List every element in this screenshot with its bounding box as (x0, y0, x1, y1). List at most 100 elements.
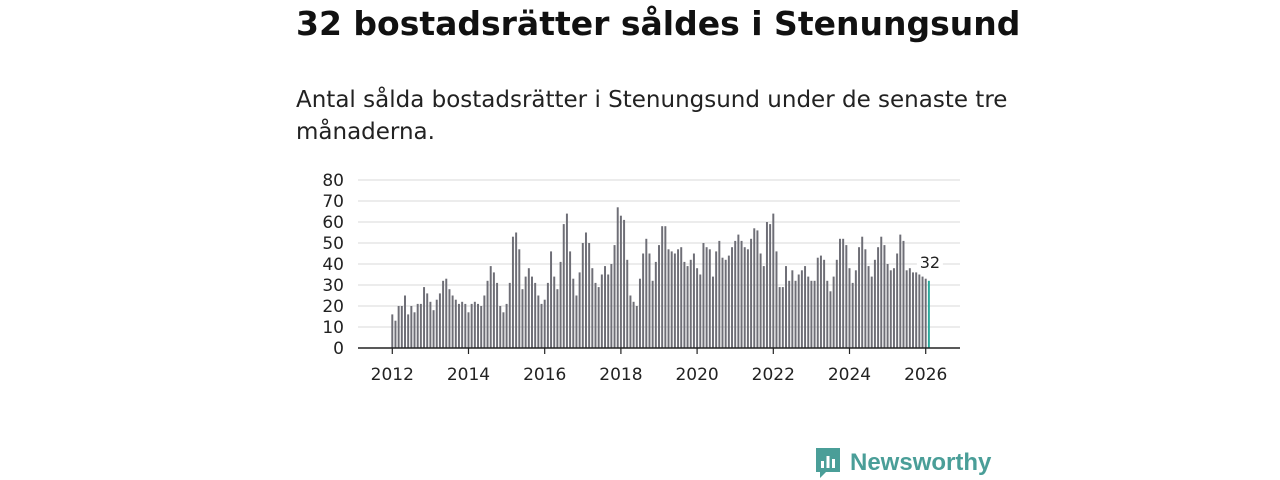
bar (918, 274, 921, 348)
bar (543, 299, 546, 348)
bar (454, 299, 457, 348)
bar (635, 306, 638, 348)
bar (588, 243, 591, 348)
bar (619, 215, 622, 348)
bar (391, 314, 394, 348)
bar (546, 282, 549, 348)
bar (711, 276, 714, 348)
bar (426, 293, 429, 348)
bar (511, 236, 514, 348)
bar (616, 207, 619, 348)
bar (715, 251, 718, 348)
bar (638, 278, 641, 348)
bar (626, 259, 629, 348)
bar (845, 245, 848, 348)
bar (407, 314, 410, 348)
bar (800, 270, 803, 348)
bar (432, 310, 435, 348)
bar (467, 312, 470, 348)
bar (470, 303, 473, 348)
bar (442, 280, 445, 348)
bar (816, 257, 819, 348)
bar (429, 301, 432, 348)
bar (473, 301, 476, 348)
bar (565, 213, 568, 348)
bar (527, 268, 530, 348)
bar (858, 247, 861, 348)
bar (753, 228, 756, 348)
bar (785, 266, 787, 348)
bar (769, 224, 772, 348)
bar (591, 268, 594, 348)
bar (594, 282, 597, 348)
bar (604, 266, 607, 348)
bar (756, 230, 759, 348)
bar (912, 272, 914, 348)
bar (829, 291, 832, 348)
bar (502, 312, 505, 348)
bar (877, 247, 880, 348)
bar (550, 251, 553, 348)
bar (886, 264, 889, 348)
bar (531, 276, 533, 348)
bar (908, 268, 911, 348)
bar (743, 247, 746, 348)
bar (435, 299, 438, 348)
bar (607, 274, 610, 348)
bar (667, 249, 670, 348)
bar (880, 236, 883, 348)
bar (696, 268, 699, 348)
bar (575, 295, 578, 348)
x-axis: 2012 2014 2016 2018 2020 2022 2024 2026 (371, 348, 947, 385)
highlight-value-label: 32 (920, 253, 940, 272)
bar (521, 289, 524, 348)
bar (423, 287, 426, 348)
x-tick-label: 2016 (523, 365, 566, 385)
bar (537, 295, 540, 348)
bar (873, 259, 876, 348)
bar (778, 287, 781, 348)
x-tick-label: 2022 (752, 365, 795, 385)
bar (677, 249, 680, 348)
bar (765, 222, 768, 348)
bar (889, 270, 892, 348)
bar (902, 240, 905, 348)
y-tick-label: 10 (322, 318, 344, 338)
brand-name: Newsworthy (850, 449, 992, 476)
bar (569, 251, 572, 348)
bar (480, 306, 483, 348)
bar (737, 234, 740, 348)
bar (540, 303, 543, 348)
bar (661, 226, 664, 348)
bar (397, 306, 400, 348)
bar (705, 247, 708, 348)
x-tick-label: 2024 (828, 365, 871, 385)
bar (559, 261, 562, 348)
bar (438, 293, 441, 348)
bar (483, 295, 486, 348)
bar (464, 303, 467, 348)
bar (781, 287, 784, 348)
bar (610, 264, 613, 348)
bar (759, 253, 762, 348)
highlight-bar (927, 280, 930, 348)
bar (461, 301, 464, 348)
bar (658, 245, 660, 348)
newsworthy-logo-icon (816, 448, 840, 478)
x-tick-label: 2012 (371, 365, 414, 385)
bar (419, 303, 422, 348)
bar (562, 224, 565, 348)
bar (734, 240, 737, 348)
bar (578, 272, 581, 348)
highlight-annotation: 32 (916, 251, 943, 272)
bar (524, 276, 527, 348)
bar (899, 234, 902, 348)
bar (775, 251, 778, 348)
bar (451, 295, 454, 348)
y-tick-label: 40 (322, 255, 344, 275)
bar (477, 303, 479, 348)
bar (629, 295, 632, 348)
bar (851, 282, 854, 348)
bar (581, 243, 584, 348)
